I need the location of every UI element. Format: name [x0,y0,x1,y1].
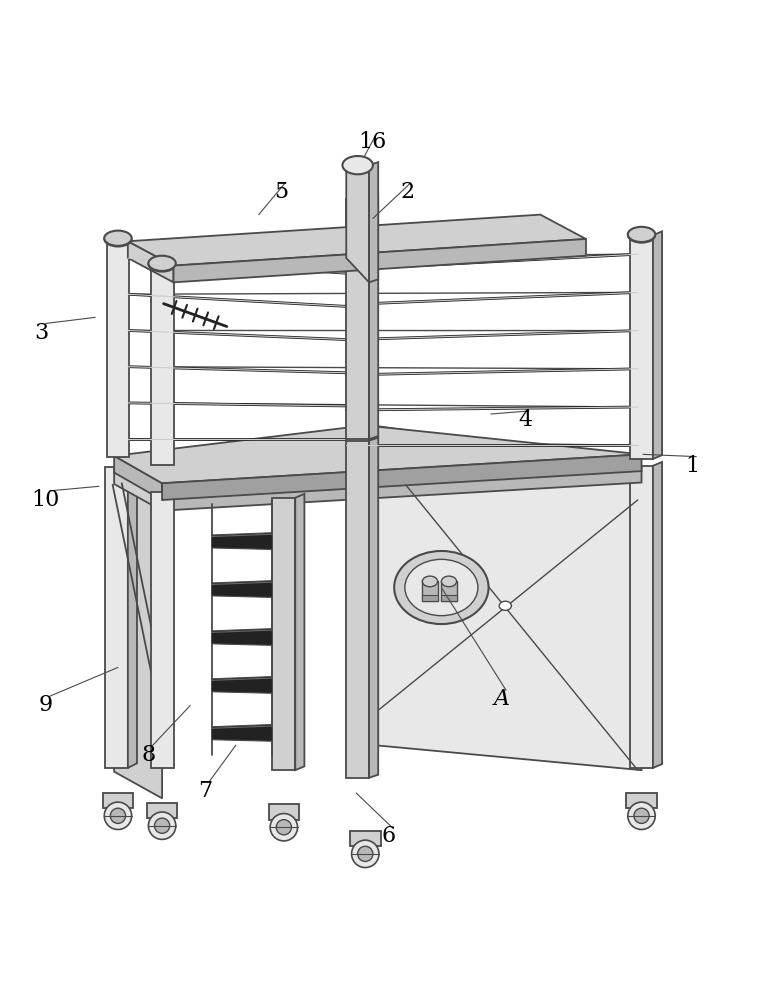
Polygon shape [422,581,438,601]
Polygon shape [630,466,653,768]
Text: 1: 1 [686,455,699,477]
Ellipse shape [422,576,438,587]
Polygon shape [269,804,299,820]
Polygon shape [212,677,272,693]
Polygon shape [295,494,304,770]
Polygon shape [212,724,272,741]
Polygon shape [128,463,137,768]
Polygon shape [128,215,586,266]
Polygon shape [107,239,129,457]
Polygon shape [162,466,642,511]
Polygon shape [128,241,174,282]
Ellipse shape [634,808,649,823]
Polygon shape [441,595,457,601]
Polygon shape [441,581,457,601]
Ellipse shape [405,559,478,616]
Polygon shape [272,498,295,770]
Polygon shape [114,437,642,494]
Polygon shape [373,425,642,770]
Polygon shape [114,425,642,483]
Polygon shape [212,533,272,549]
Ellipse shape [441,576,457,587]
Text: 7: 7 [199,780,212,802]
Polygon shape [114,456,162,500]
Polygon shape [422,595,438,601]
Text: 8: 8 [142,744,155,766]
Polygon shape [212,581,272,597]
Text: 4: 4 [518,409,532,431]
Ellipse shape [154,818,170,833]
Text: 3: 3 [35,322,49,344]
Ellipse shape [394,551,489,624]
Ellipse shape [104,231,132,246]
Ellipse shape [628,228,655,243]
Polygon shape [105,467,128,768]
Ellipse shape [342,156,373,174]
Polygon shape [653,462,662,768]
Ellipse shape [104,231,132,247]
Ellipse shape [148,256,176,271]
Polygon shape [369,162,378,282]
Ellipse shape [276,820,291,835]
Ellipse shape [148,812,176,839]
Ellipse shape [499,601,511,610]
Polygon shape [103,793,133,808]
Polygon shape [212,629,272,645]
Polygon shape [369,196,378,439]
Polygon shape [114,467,162,798]
Polygon shape [630,235,653,459]
Ellipse shape [110,808,126,823]
Polygon shape [174,239,586,282]
Ellipse shape [104,802,132,830]
Polygon shape [147,803,177,818]
Text: 10: 10 [31,489,60,511]
Polygon shape [369,438,378,778]
Text: 16: 16 [358,131,387,153]
Ellipse shape [628,802,655,830]
Text: 9: 9 [39,694,53,716]
Polygon shape [162,454,642,500]
Ellipse shape [148,256,176,272]
Polygon shape [653,231,662,459]
Ellipse shape [352,840,379,868]
Ellipse shape [270,814,298,841]
Text: 2: 2 [400,181,414,203]
Ellipse shape [358,846,373,861]
Polygon shape [346,199,369,439]
Text: A: A [494,688,511,710]
Polygon shape [114,467,162,511]
Polygon shape [350,831,380,846]
Polygon shape [346,165,369,282]
Polygon shape [151,492,174,768]
Polygon shape [626,793,657,808]
Polygon shape [151,264,174,465]
Ellipse shape [628,227,655,242]
Text: 5: 5 [275,181,288,203]
Text: 6: 6 [381,825,395,847]
Polygon shape [346,441,369,778]
